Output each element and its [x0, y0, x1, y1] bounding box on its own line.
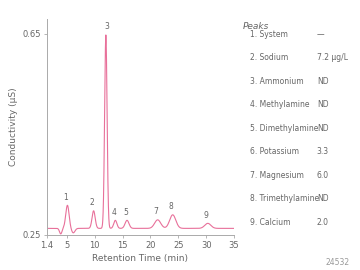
Text: 3. Ammonium: 3. Ammonium: [250, 77, 304, 86]
Text: ND: ND: [317, 77, 328, 86]
Text: 6.0: 6.0: [317, 171, 329, 180]
Text: 4: 4: [111, 208, 116, 217]
Text: 4. Methylamine: 4. Methylamine: [250, 100, 310, 109]
Text: 2.0: 2.0: [317, 218, 329, 227]
Text: ND: ND: [317, 100, 328, 109]
Text: 3: 3: [104, 22, 109, 31]
Text: 3.3: 3.3: [317, 147, 329, 156]
Text: 7.2 μg/L: 7.2 μg/L: [317, 53, 348, 62]
Text: —: —: [317, 30, 324, 39]
Text: ND: ND: [317, 124, 328, 133]
Text: 8: 8: [169, 202, 174, 211]
Text: 5. Dimethylamine: 5. Dimethylamine: [250, 124, 319, 133]
Text: 1: 1: [63, 193, 68, 202]
Text: 2. Sodium: 2. Sodium: [250, 53, 288, 62]
Text: 1. System: 1. System: [250, 30, 288, 39]
Text: 8. Trimethylamine: 8. Trimethylamine: [250, 194, 319, 203]
Text: 2: 2: [90, 198, 94, 207]
Text: Peaks: Peaks: [243, 22, 269, 31]
Text: 9. Calcium: 9. Calcium: [250, 218, 291, 227]
Text: 5: 5: [123, 208, 128, 217]
Y-axis label: Conductivity (μS): Conductivity (μS): [9, 87, 18, 166]
Text: 24532: 24532: [325, 258, 349, 267]
Text: 7: 7: [154, 207, 158, 216]
Text: 9: 9: [204, 211, 208, 220]
Text: ND: ND: [317, 194, 328, 203]
X-axis label: Retention Time (min): Retention Time (min): [93, 254, 188, 263]
Text: 7. Magnesium: 7. Magnesium: [250, 171, 304, 180]
Text: 6. Potassium: 6. Potassium: [250, 147, 299, 156]
